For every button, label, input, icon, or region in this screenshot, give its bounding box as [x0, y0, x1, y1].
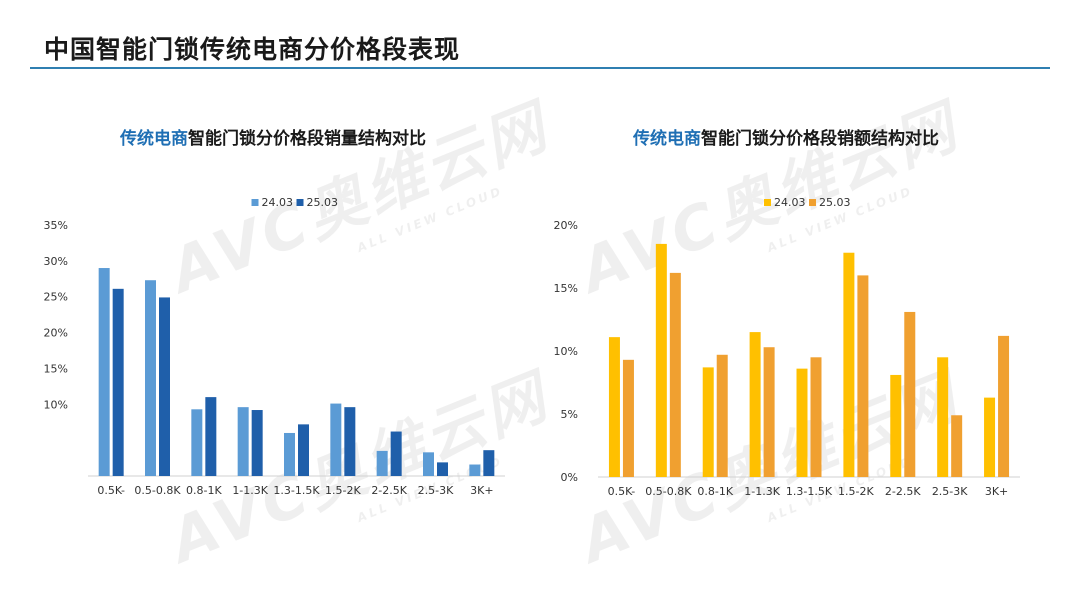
- volume-xtick-label: 2-2.5K: [371, 484, 407, 497]
- sales-bar-25-03-6: [857, 275, 869, 477]
- volume-bar-24-03-1: [98, 268, 110, 476]
- sales-bar-25-03-5: [810, 357, 822, 477]
- volume-bar-chart: 10% 15% 20% 25% 30% 35% 0.5K- 0.5-0.8K 0.8-1K 1-1…: [44, 196, 505, 497]
- volume-legend-label-25-03: 25.03: [307, 196, 339, 209]
- volume-bar-24-03-5: [284, 432, 295, 476]
- sales-bar-24-03-6: [843, 252, 855, 477]
- sales-bar-24-03-4: [749, 332, 761, 477]
- volume-legend-label-24-03: 24.03: [262, 196, 294, 209]
- volume-ytick-label: 10%: [44, 398, 68, 411]
- sales-xtick-label: 3K+: [985, 485, 1008, 498]
- volume-xtick-label: 0.5-0.8K: [134, 484, 181, 497]
- sales-ytick-label: 15%: [554, 282, 578, 295]
- volume-xtick-label: 0.5K-: [97, 484, 125, 497]
- volume-bar-24-03-6: [330, 403, 342, 476]
- volume-bar-24-03-3: [191, 409, 203, 476]
- sales-chart-title-accent: 传统电商: [633, 129, 701, 149]
- sales-bar-24-03-5: [796, 368, 808, 477]
- sales-legend-swatch-24-03: [764, 199, 771, 206]
- sales-xtick-label: 2.5-3K: [932, 485, 968, 498]
- volume-bar-25-03-9: [483, 450, 495, 476]
- volume-chart-title: 传统电商智能门锁分价格段销量结构对比: [120, 124, 426, 149]
- sales-bar-24-03-9: [984, 397, 996, 477]
- sales-ytick-label: 10%: [554, 345, 578, 358]
- sales-xtick-label: 1.3-1.5K: [786, 485, 833, 498]
- sales-bar-24-03-7: [890, 374, 902, 477]
- volume-bar-24-03-2: [145, 280, 156, 476]
- sales-bar-25-03-8: [951, 415, 963, 477]
- sales-bar-25-03-3: [716, 354, 728, 477]
- volume-chart-title-accent: 传统电商: [120, 129, 188, 149]
- volume-bar-24-03-8: [423, 452, 434, 476]
- sales-bar-25-03-2: [669, 272, 681, 477]
- sales-bar-25-03-4: [763, 347, 775, 477]
- sales-legend-swatch-25-03: [809, 199, 816, 206]
- sales-bar-24-03-3: [702, 367, 714, 477]
- volume-bar-25-03-8: [437, 462, 448, 476]
- volume-bar-25-03-2: [159, 297, 170, 476]
- sales-ytick-label: 20%: [554, 219, 578, 232]
- sales-chart-title-rest: 智能门锁分价格段销额结构对比: [701, 129, 939, 149]
- volume-xtick-label: 0.8-1K: [186, 484, 222, 497]
- sales-ytick-label: 0%: [561, 471, 578, 484]
- sales-xtick-label: 1.5-2K: [838, 485, 874, 498]
- volume-ytick-label: 35%: [44, 219, 68, 232]
- sales-bar-chart: 0% 5% 10% 15% 20% 0.5K- 0.5-0.8K 0.8-1K 1-1.3K 1.…: [554, 196, 1020, 498]
- volume-legend-swatch-24-03: [251, 199, 259, 206]
- volume-ytick-label: 15%: [44, 362, 68, 375]
- sales-bar-25-03-7: [904, 311, 916, 477]
- volume-ytick-label: 20%: [44, 327, 68, 340]
- sales-xtick-label: 0.5-0.8K: [645, 485, 692, 498]
- sales-bar-24-03-1: [608, 337, 620, 477]
- sales-xtick-label: 0.5K-: [608, 485, 636, 498]
- volume-bar-25-03-7: [390, 431, 402, 476]
- sales-legend-label-24-03: 24.03: [774, 196, 806, 209]
- sales-ytick-label: 5%: [561, 408, 578, 421]
- sales-bar-24-03-2: [655, 243, 667, 477]
- volume-xtick-label: 1.5-2K: [325, 484, 361, 497]
- volume-ytick-label: 25%: [44, 291, 68, 304]
- volume-xtick-label: 1-1.3K: [232, 484, 268, 497]
- sales-legend-label-25-03: 25.03: [819, 196, 851, 209]
- volume-bar-25-03-6: [344, 407, 356, 476]
- volume-bar-25-03-4: [251, 410, 263, 476]
- volume-xtick-label: 3K+: [470, 484, 493, 497]
- volume-bar-25-03-5: [298, 424, 309, 476]
- sales-xtick-label: 0.8-1K: [697, 485, 733, 498]
- volume-xtick-label: 2.5-3K: [418, 484, 454, 497]
- sales-chart-title: 传统电商智能门锁分价格段销额结构对比: [633, 124, 939, 149]
- volume-ytick-label: 30%: [44, 255, 68, 268]
- sales-bar-24-03-8: [937, 357, 949, 477]
- sales-bar-25-03-9: [998, 335, 1010, 477]
- sales-xtick-label: 2-2.5K: [885, 485, 921, 498]
- sales-xtick-label: 1-1.3K: [744, 485, 780, 498]
- page-title: 中国智能门锁传统电商分价格段表现: [44, 35, 461, 64]
- volume-xtick-label: 1.3-1.5K: [273, 484, 320, 497]
- volume-bar-25-03-1: [112, 288, 124, 476]
- volume-bar-24-03-4: [237, 407, 249, 476]
- sales-bar-25-03-1: [622, 359, 634, 477]
- volume-bar-24-03-7: [376, 450, 388, 476]
- volume-legend-swatch-25-03: [296, 199, 304, 206]
- title-divider: [30, 67, 1050, 69]
- volume-bar-25-03-3: [205, 397, 217, 476]
- volume-bar-24-03-9: [469, 464, 481, 476]
- volume-chart-title-rest: 智能门锁分价格段销量结构对比: [188, 129, 426, 149]
